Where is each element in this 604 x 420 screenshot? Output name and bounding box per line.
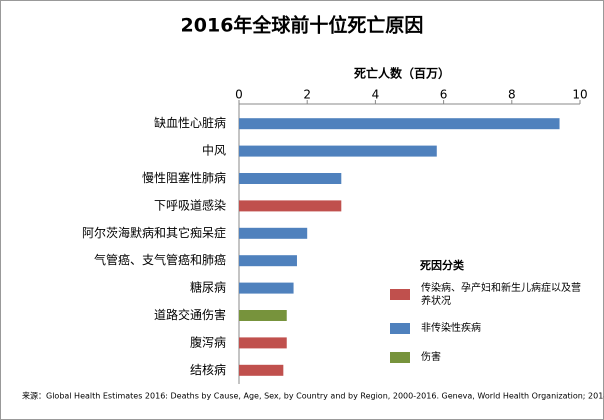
legend-label-line: 养状况	[421, 294, 451, 307]
x-tick-label: 10	[572, 88, 587, 102]
legend-swatch	[390, 323, 410, 334]
y-tick-label: 阿尔茨海默病和其它痴呆症	[82, 225, 226, 240]
source: 来源：Global Health Estimates 2016: Deaths …	[22, 392, 604, 401]
bar	[239, 337, 287, 349]
y-tick-label: 缺血性心脏病	[154, 115, 226, 130]
bar	[239, 310, 287, 321]
legend-label: 非传染性疾病	[421, 321, 481, 334]
y-tick-label: 中风	[202, 143, 226, 158]
x-axis-label: 死亡人数（百万）	[354, 66, 450, 81]
y-tick-label: 结核病	[190, 362, 226, 377]
legend-label: 伤害	[421, 350, 441, 363]
y-tick-label: 腹泻病	[190, 334, 226, 349]
y-tick-label: 道路交通伤害	[154, 307, 226, 322]
y-tick-label: 糖尿病	[190, 280, 226, 295]
legend-swatch	[390, 289, 410, 300]
legend-label-line: 传染病、孕产妇和新生儿病症以及营	[421, 281, 581, 294]
legend-label: 传染病、孕产妇和新生儿病症以及营养状况	[421, 281, 581, 307]
bar	[239, 282, 294, 294]
x-tick-label: 0	[235, 88, 243, 102]
bar	[239, 145, 437, 157]
x-tick-label: 2	[303, 88, 311, 102]
y-tick-label: 气管癌、支气管癌和肺癌	[94, 252, 226, 267]
x-tick-label: 6	[440, 88, 448, 102]
x-tick-label: 4	[372, 88, 380, 102]
bar	[239, 118, 560, 130]
y-tick-label: 下呼吸道感染	[154, 197, 226, 212]
x-tick-label: 8	[508, 88, 516, 102]
chart-title: 2016年全球前十位死亡原因	[181, 14, 424, 37]
legend-swatch	[390, 352, 410, 363]
bar	[239, 200, 342, 212]
bar	[239, 173, 342, 184]
bar	[239, 227, 308, 239]
y-tick-label: 慢性阻塞性肺病	[142, 170, 226, 185]
bar	[239, 255, 297, 267]
legend-title: 死因分类	[420, 258, 465, 272]
bar	[239, 364, 284, 376]
